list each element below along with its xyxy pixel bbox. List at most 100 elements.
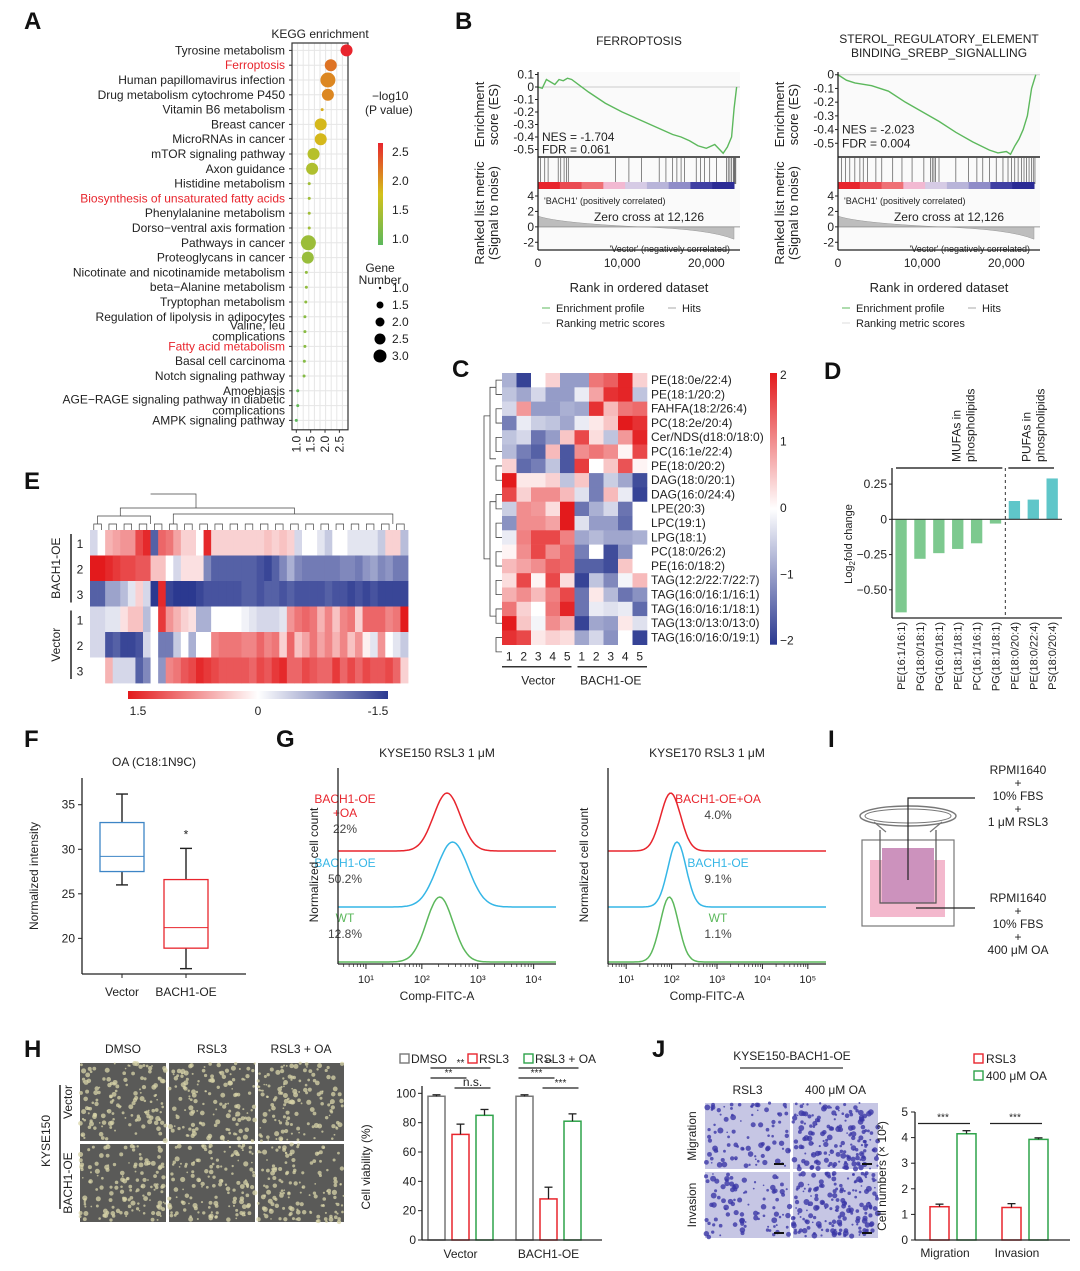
heatmap-cell (294, 606, 303, 633)
micrograph-cell (272, 1176, 277, 1181)
micrograph-cell (109, 1191, 114, 1196)
micrograph-cell (314, 1183, 317, 1185)
stained-cell (798, 1125, 805, 1131)
heatmap-cell (502, 558, 517, 574)
micrograph-cell (282, 1077, 285, 1080)
stained-cell (831, 1224, 835, 1228)
micrograph-cell (157, 1200, 163, 1206)
micrograph-cell (190, 1173, 195, 1178)
heatmap-cell (127, 581, 136, 607)
stained-cell (779, 1189, 785, 1195)
heatmap-cell (516, 415, 532, 431)
stained-cell (831, 1198, 834, 1201)
heatmap-cell (188, 657, 197, 684)
es-tick-label: -0.1 (813, 81, 834, 95)
stained-cell (861, 1129, 866, 1134)
row-label: LPG(18:1) (651, 530, 706, 544)
micrograph-cell (98, 1217, 101, 1220)
micrograph-cell (160, 1185, 164, 1189)
stained-cell (803, 1187, 806, 1190)
micrograph-cell (312, 1159, 317, 1164)
micrograph-cell (212, 1113, 215, 1116)
heatmap-cell (618, 616, 633, 631)
ranking-color-bar (559, 182, 583, 189)
heatmap-cell (203, 530, 212, 556)
y-tick-label: 20 (62, 931, 76, 945)
size-legend-tick: 2.5 (392, 332, 409, 346)
micrograph-cell (333, 1215, 338, 1220)
heatmap-cell (188, 632, 197, 658)
micrograph-cell (173, 1076, 179, 1081)
heatmap-cell (618, 573, 633, 588)
micrograph-cell (161, 1175, 166, 1180)
lipid-heatmap: PE(18:0e/22:4)PE(18:1/20:2)FAHFA(18:2/26… (483, 368, 794, 688)
y-tick-label: 35 (62, 798, 76, 812)
micrograph-cell (256, 1079, 260, 1083)
stained-cell (740, 1221, 745, 1226)
heatmap-cell (502, 444, 517, 460)
micrograph-cell (278, 1167, 283, 1172)
series-percent: 4.0% (704, 808, 732, 822)
heatmap-cell (203, 632, 212, 658)
micrograph-cell (142, 1063, 146, 1067)
heatmap-cell (618, 601, 633, 617)
micrograph-cell (267, 1139, 270, 1141)
x-tick-label: 10⁴ (525, 974, 542, 986)
heatmap-cell (127, 606, 136, 633)
heatmap-cell (618, 530, 633, 545)
micrograph-cell (195, 1127, 199, 1131)
micrograph-cell (233, 1149, 239, 1156)
micrograph-cell (134, 1095, 139, 1101)
heatmap-cell (632, 430, 648, 445)
heatmap-cell (158, 555, 167, 582)
stained-cell (807, 1183, 810, 1186)
heatmap-cell (165, 606, 174, 633)
micrograph-cell (286, 1138, 289, 1141)
micrograph-cell (189, 1098, 193, 1102)
micrograph-cell (223, 1082, 228, 1087)
micrograph-cell (301, 1186, 304, 1189)
micrograph-cell (173, 1187, 179, 1192)
panel-label-e: E (24, 468, 41, 495)
micrograph-cell (256, 1217, 261, 1222)
flow-kyse150-histogram: KYSE150 RSL3 1 μMBACH1-OE+OA22%BACH1-OE5… (307, 746, 556, 1003)
stained-cell (823, 1203, 829, 1209)
heatmap-cell (392, 530, 401, 556)
heatmap-cell (603, 458, 619, 474)
row-label: PE(18:0/20:2) (651, 459, 725, 473)
heatmap-cell (120, 657, 129, 684)
micrograph-cell (330, 1110, 334, 1114)
heatmap-cell (531, 401, 546, 417)
micrograph-cell (232, 1204, 236, 1207)
color-legend-bar (378, 143, 383, 245)
heatmap-cell (531, 387, 546, 402)
stained-cell (871, 1148, 875, 1152)
micrograph-cell (115, 1208, 121, 1214)
stained-cell (807, 1114, 812, 1119)
x-tick-label: Invasion (995, 1246, 1040, 1260)
micrograph-cell (263, 1184, 266, 1187)
micrograph-cell (319, 1096, 323, 1100)
stained-cell (859, 1202, 864, 1208)
heatmap-cell (286, 606, 295, 633)
heatmap-cell (226, 581, 235, 607)
stained-cell (723, 1149, 726, 1153)
stained-cell (858, 1234, 861, 1236)
x-tick-label: 10,000 (904, 256, 941, 270)
heatmap-cell (560, 444, 575, 460)
stained-cell (835, 1151, 841, 1157)
heatmap-cell (302, 632, 310, 658)
stained-cell (704, 1159, 709, 1165)
heatmap-cell (112, 555, 121, 582)
stained-cell (750, 1122, 756, 1128)
heatmap-cell (362, 657, 371, 684)
stained-cell (710, 1175, 717, 1182)
category-label: PG(18:0/18:1) (915, 622, 927, 691)
micrograph-cell (277, 1145, 281, 1149)
micrograph-cell (271, 1164, 276, 1168)
micrograph-cell (191, 1109, 196, 1114)
stained-cell (755, 1163, 758, 1166)
micrograph-cell (237, 1154, 240, 1157)
micrograph-cell (258, 1088, 261, 1092)
